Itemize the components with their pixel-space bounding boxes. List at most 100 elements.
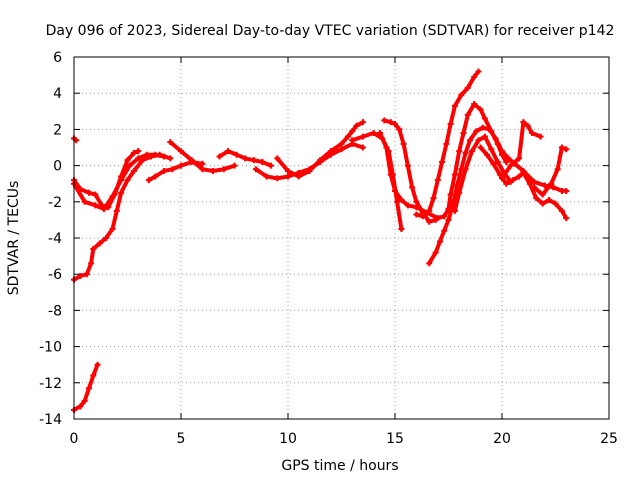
data-point [494, 158, 501, 165]
data-point [250, 157, 257, 164]
grid-lines [74, 57, 609, 419]
y-tick-label: -4 [48, 231, 62, 247]
data-point [285, 168, 291, 175]
data-point [456, 189, 463, 196]
x-axis-label: GPS time / hours [281, 458, 398, 474]
data-point [541, 182, 548, 189]
data-point [392, 187, 398, 194]
data-point [145, 177, 152, 184]
data-point [77, 273, 84, 280]
x-tick-label: 15 [386, 431, 404, 447]
data-point [507, 162, 514, 169]
data-point [548, 180, 555, 187]
data-point [167, 139, 174, 146]
data-point [398, 225, 405, 232]
data-point [135, 148, 142, 155]
data-point [90, 372, 97, 379]
data-point [381, 117, 388, 124]
data-point [396, 126, 403, 133]
data-point [409, 184, 416, 191]
data-point [558, 144, 565, 151]
data-point [546, 196, 553, 203]
data-point [481, 115, 488, 122]
data-point [353, 122, 360, 129]
data-point [263, 173, 270, 180]
data-point [225, 148, 232, 155]
data-point [152, 173, 159, 180]
data-point [426, 260, 433, 267]
data-point [516, 173, 523, 180]
data-point [473, 128, 480, 135]
data-point [528, 130, 535, 137]
data-point [563, 146, 570, 153]
y-tick-label: -2 [48, 195, 62, 211]
data-point [188, 157, 195, 164]
data-point [531, 184, 538, 191]
y-tick-label: -14 [39, 412, 62, 428]
data-point [199, 160, 206, 167]
x-tick-label: 10 [279, 431, 297, 447]
data-point [516, 155, 523, 162]
data-point [306, 168, 313, 175]
data-point [338, 140, 345, 147]
data-point [488, 146, 495, 153]
data-series [71, 68, 570, 413]
data-point [392, 120, 398, 127]
data-point [454, 182, 461, 189]
data-point [167, 155, 174, 162]
data-point [152, 151, 159, 158]
data-point [443, 140, 450, 147]
data-point [434, 215, 441, 222]
data-point [94, 361, 101, 368]
data-point [404, 202, 411, 209]
data-point [113, 207, 120, 214]
data-point [160, 168, 167, 175]
data-point [451, 102, 458, 109]
data-point [430, 195, 437, 202]
data-point [178, 148, 184, 155]
data-point [466, 137, 473, 144]
data-point [460, 130, 467, 137]
data-point [359, 144, 366, 151]
data-point [77, 403, 84, 410]
data-point [413, 211, 420, 218]
data-point [100, 206, 107, 213]
data-point [554, 166, 561, 173]
data-point [558, 207, 565, 214]
data-point [481, 133, 488, 140]
data-point [274, 155, 281, 162]
data-point [220, 166, 227, 173]
data-point [109, 225, 116, 232]
data-point [83, 271, 90, 278]
data-point [539, 200, 546, 207]
data-point [464, 111, 471, 118]
series-arc-c [72, 152, 173, 282]
data-point [471, 73, 478, 80]
data-point [499, 148, 505, 155]
data-point [477, 144, 484, 151]
data-point [413, 198, 420, 205]
data-point [471, 101, 478, 108]
data-point [441, 213, 448, 220]
data-point [432, 249, 439, 256]
data-point [81, 198, 88, 205]
data-point [85, 189, 92, 196]
data-point [327, 148, 334, 155]
data-point [458, 92, 465, 99]
data-point [344, 133, 351, 140]
y-tick-label: 2 [53, 122, 62, 138]
data-point [88, 260, 95, 267]
data-point [486, 126, 493, 133]
data-point [383, 144, 390, 151]
data-point [563, 215, 570, 222]
data-point [464, 84, 471, 91]
series-arc-p [452, 134, 513, 213]
data-point [169, 166, 176, 173]
data-point [231, 162, 238, 169]
data-point [92, 202, 99, 209]
data-point [533, 195, 540, 202]
data-point [469, 148, 476, 155]
data-point [349, 128, 356, 135]
